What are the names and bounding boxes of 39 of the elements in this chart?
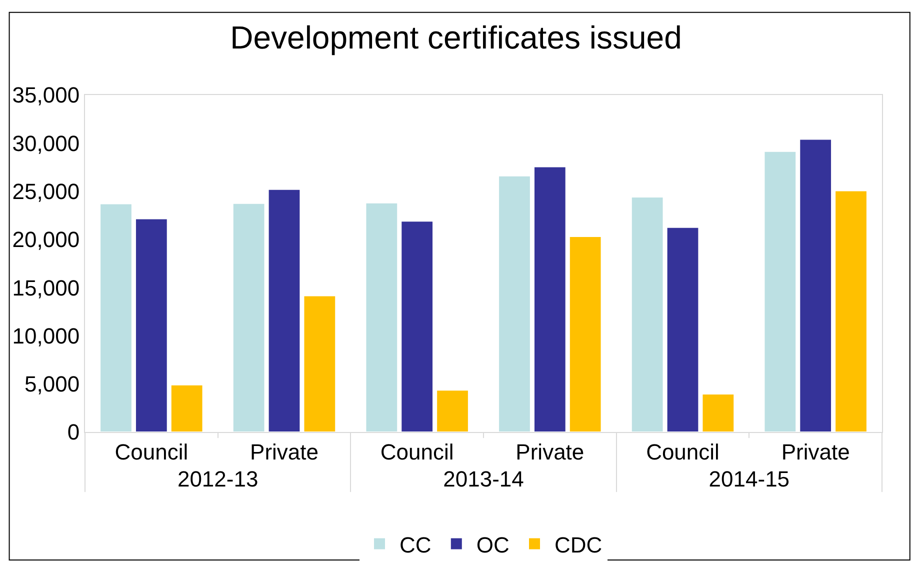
bar	[365, 202, 398, 432]
bar	[764, 150, 797, 432]
bar	[498, 175, 531, 432]
text: 2013-14	[443, 466, 524, 492]
legend-label: CDC	[554, 532, 602, 558]
x-tick-label: Private	[781, 439, 850, 464]
y-tick-label: 20,000	[12, 227, 80, 252]
bar	[232, 202, 266, 432]
legend-label: CC	[400, 532, 432, 558]
x-tick-label: Private	[250, 439, 318, 464]
y-tick-label: 30,000	[12, 130, 80, 156]
y-tick-label: 5,000	[24, 372, 80, 397]
x-tick-label: Private	[516, 439, 584, 464]
y-tick-label: 0	[67, 420, 80, 445]
chart-title: Development certificates issued	[230, 19, 682, 56]
bar	[799, 138, 832, 432]
bar	[568, 236, 602, 432]
x-tick-label: Council	[646, 439, 720, 464]
bar	[834, 190, 868, 432]
x-tick-label: Council	[380, 439, 454, 464]
bar	[100, 203, 132, 432]
bar	[630, 196, 664, 432]
legend-label: OC	[476, 532, 510, 558]
y-tick-label: 10,000	[12, 323, 80, 348]
bar	[400, 220, 434, 432]
text: 2012-13	[177, 466, 258, 492]
bar	[436, 390, 469, 432]
bar	[533, 166, 566, 432]
y-tick-label: 35,000	[12, 82, 80, 108]
x-tick-label: Council	[114, 439, 188, 464]
bar	[702, 393, 735, 432]
y-tick-label: 15,000	[12, 275, 80, 300]
bar	[303, 295, 336, 432]
bar	[666, 226, 700, 432]
bar	[268, 188, 301, 432]
bar	[170, 384, 204, 432]
text: 2014-15	[708, 466, 790, 492]
y-tick-label: 25,000	[12, 178, 80, 204]
bar	[134, 218, 168, 432]
